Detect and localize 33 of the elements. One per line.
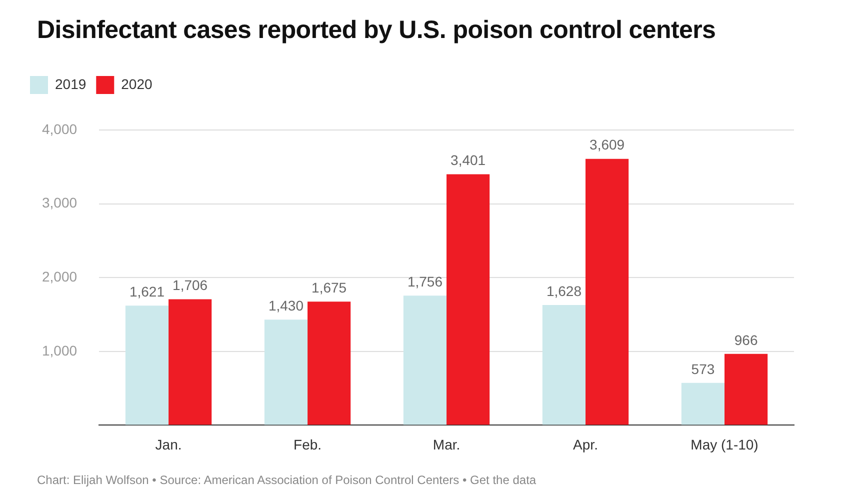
bar [168,299,212,425]
data-label: 3,609 [590,136,625,153]
data-label: 1,706 [172,277,208,294]
bar [308,302,351,425]
x-tick-label: May (1-10) [690,436,758,452]
chart-title: Disinfectant cases reported by U.S. poison control centers [37,16,716,45]
bar [542,305,586,425]
x-tick-label: Jan. [155,436,182,452]
data-label: 966 [734,332,758,348]
bar [724,354,768,425]
data-label: 1,756 [407,273,443,290]
text: Chart: Elijah Wolfson • Source: American Association of Poison Control Centers • Get the data [37,473,536,487]
y-tick-label: 2,000 [42,268,78,284]
legend-label: 2020 [121,76,153,92]
bar [264,320,308,425]
y-tick-label: 1,000 [42,342,78,358]
data-label: 3,401 [450,152,486,168]
y-tick-label: 4,000 [42,120,78,137]
legend-label: 2019 [55,76,86,92]
x-tick-label: Feb. [294,436,322,452]
x-tick-label: Mar. [432,436,460,452]
data-label: 1,621 [129,283,165,300]
data-label: 1,430 [268,298,304,314]
data-label: 573 [691,360,715,377]
bar [403,296,447,425]
bar [586,158,629,425]
bar [681,382,725,425]
y-tick-label: 3,000 [42,194,78,211]
data-label: 1,675 [312,279,347,296]
bar [446,174,490,425]
data-label: 1,628 [546,282,582,299]
x-tick-label: Apr. [573,436,598,452]
bar [125,306,169,425]
